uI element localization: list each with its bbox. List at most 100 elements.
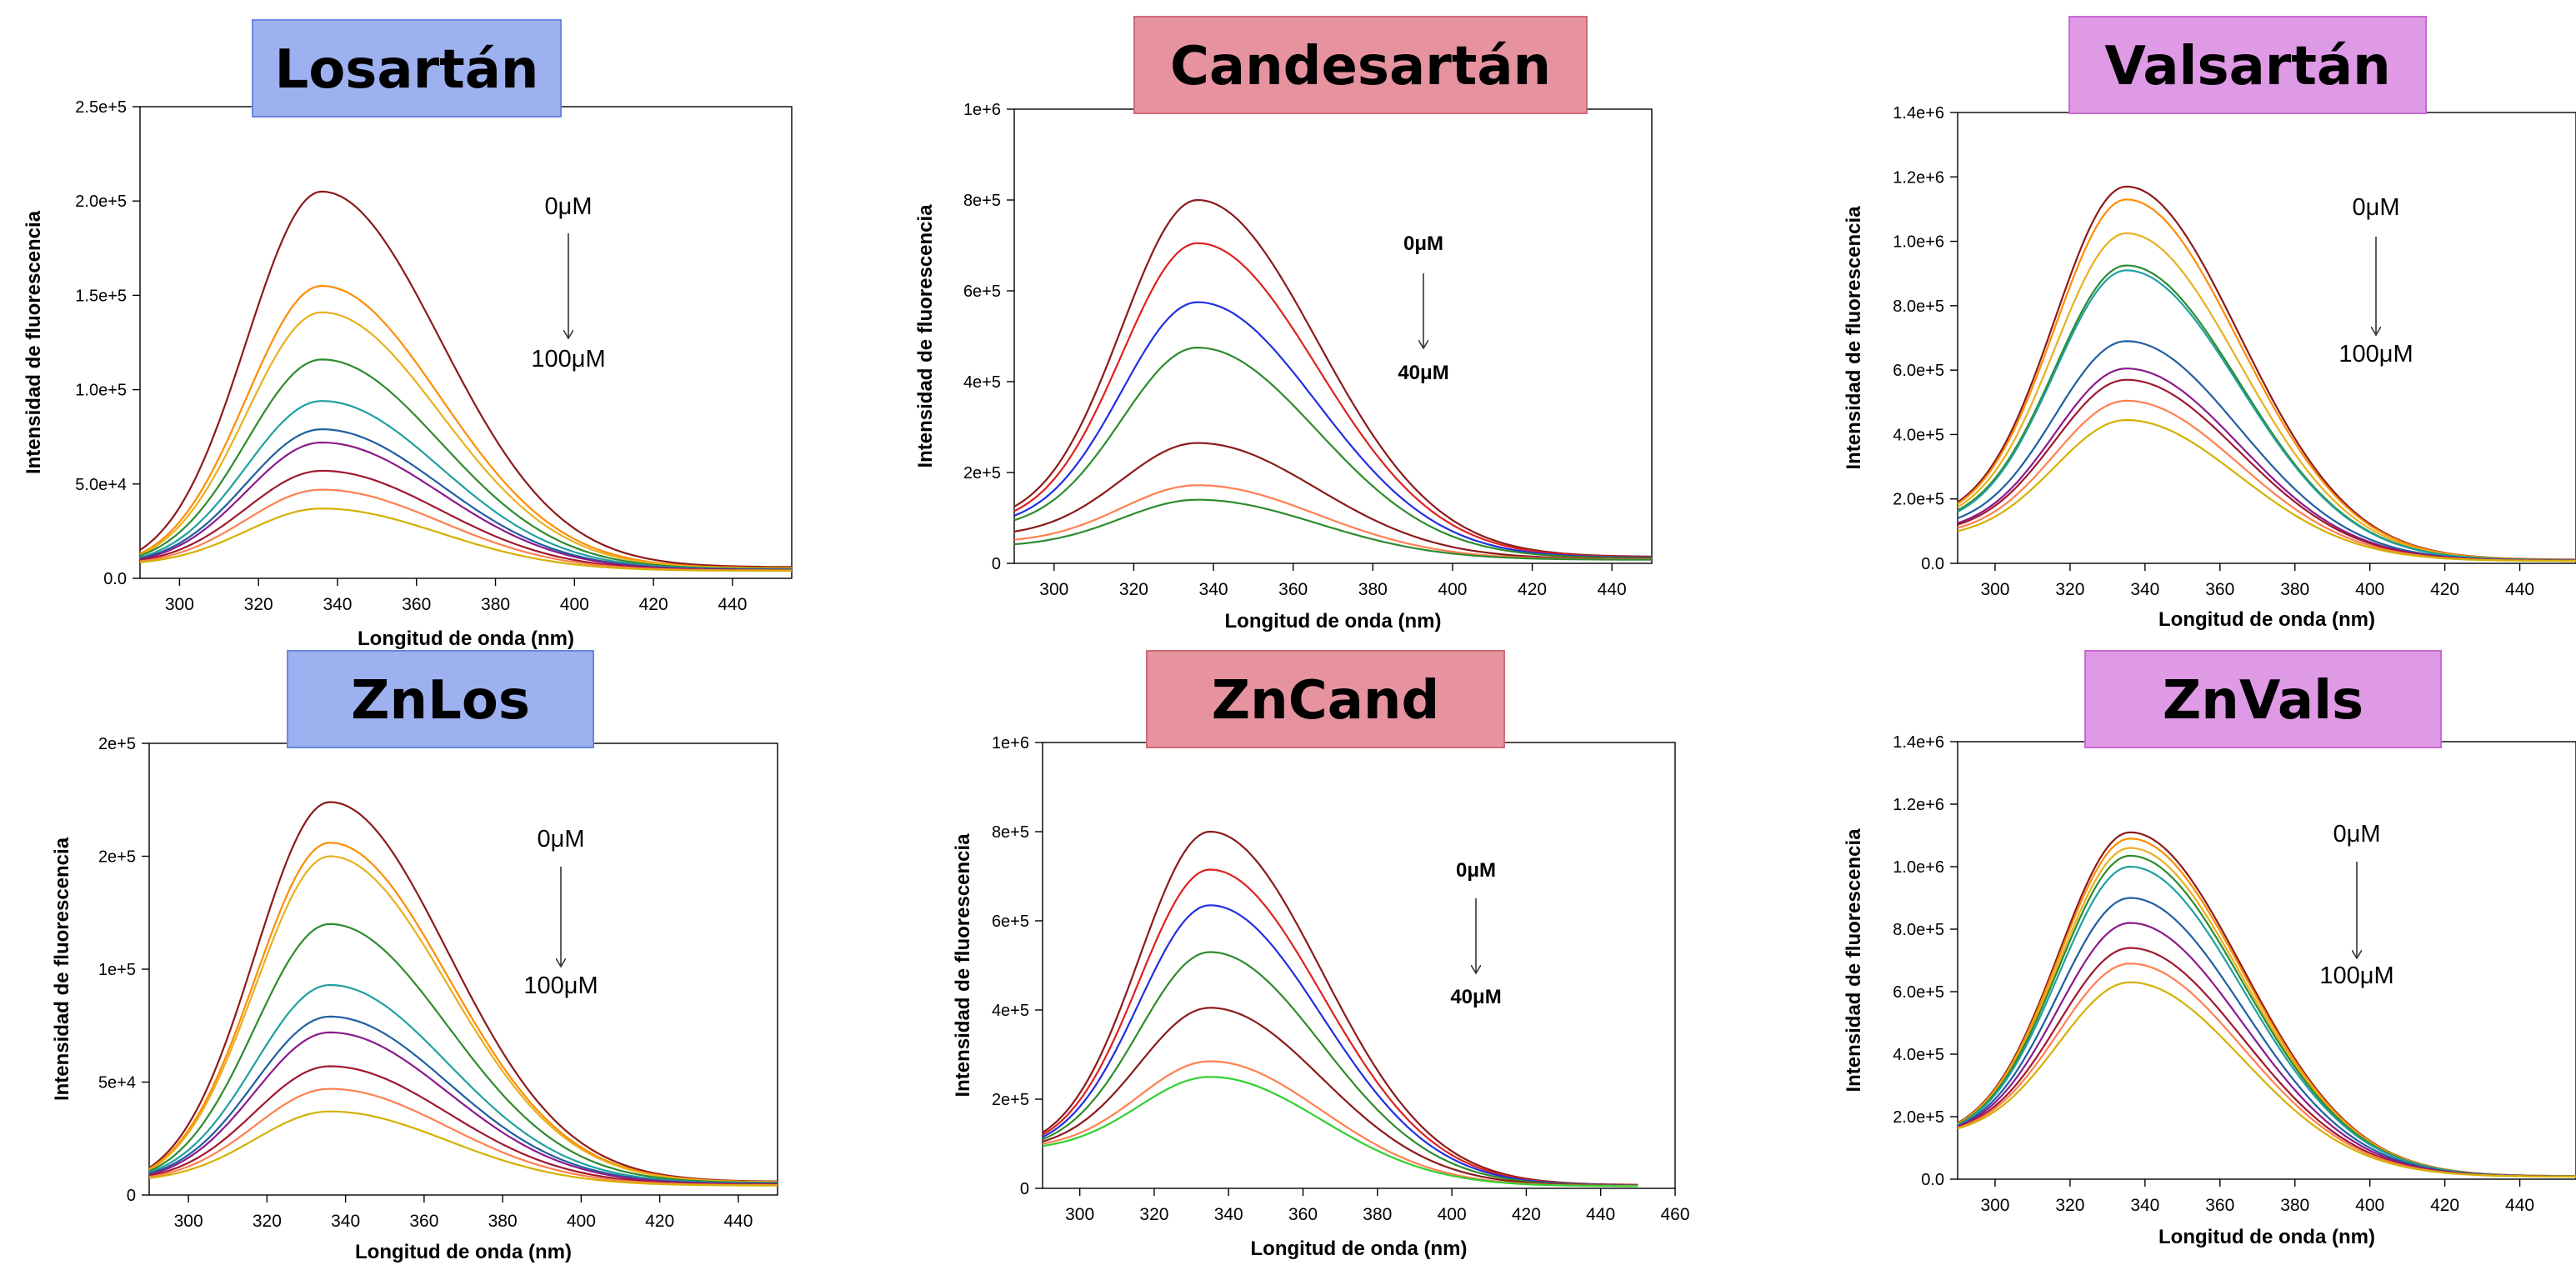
series-line-3 <box>139 311 792 570</box>
series-line-10 <box>139 508 792 572</box>
x-tick-label: 320 <box>1119 580 1148 599</box>
y-tick-label: 1.0e+5 <box>75 382 127 400</box>
series-line-7 <box>1957 922 2576 1178</box>
series-line-6 <box>1042 1060 1638 1188</box>
chart-title: Valsartán <box>2104 36 2390 98</box>
y-tick-label: 0 <box>992 555 1001 573</box>
x-tick-label: 440 <box>1598 580 1627 599</box>
chart-title-box <box>1133 16 1588 114</box>
chart-title-box <box>2068 16 2427 114</box>
annotation-end-label: 40μM <box>1450 986 1501 1008</box>
x-axis-label: Longitud de onda (nm) <box>2158 1226 2375 1248</box>
y-tick-label: 2e+5 <box>98 848 136 867</box>
x-tick-label: 300 <box>174 1212 203 1231</box>
series-line-7 <box>1042 1076 1638 1188</box>
y-tick-label: 2e+5 <box>98 735 136 753</box>
chart-panel-3: 300 320 340 360 380 400 420 440 0.0 2.0e+5 4.0e+5 6… <box>1843 16 2576 631</box>
y-axis-label: Intensidad de fluorescencia <box>914 204 937 468</box>
series-line-5 <box>1013 442 1652 560</box>
y-axis-label: Intensidad de fluorescencia <box>1843 828 1865 1092</box>
x-tick-label: 460 <box>1660 1205 1689 1224</box>
y-axis-label: Intensidad de fluorescencia <box>51 837 73 1101</box>
x-tick-label: 420 <box>645 1212 674 1231</box>
y-tick-label: 2.0e+5 <box>1893 491 1944 509</box>
x-tick-label: 420 <box>2430 1196 2459 1215</box>
x-tick-label: 420 <box>639 595 668 614</box>
plot-frame <box>1013 108 1653 564</box>
x-tick-label: 320 <box>1139 1205 1168 1224</box>
y-tick-label: 1e+5 <box>98 961 136 979</box>
y-tick-label: 0 <box>127 1187 136 1205</box>
series-line-2 <box>1013 242 1653 558</box>
y-tick-label: 5e+4 <box>98 1074 136 1092</box>
x-tick-label: 380 <box>488 1212 518 1231</box>
chart-title-box <box>252 19 562 118</box>
y-tick-label: 1.2e+6 <box>1893 168 1944 187</box>
series-line-1 <box>1957 185 2576 561</box>
chart-title: Candesartán <box>1170 36 1551 98</box>
y-tick-label: 0.0 <box>103 570 127 588</box>
chart-title-box <box>287 650 594 748</box>
y-tick-label: 1.0e+6 <box>1893 858 1944 877</box>
y-tick-label: 4.0e+5 <box>1893 1046 1944 1064</box>
plot-frame <box>1957 741 2576 1180</box>
x-tick-label: 360 <box>409 1212 438 1231</box>
x-tick-label: 340 <box>2130 580 2159 599</box>
series-line-5 <box>1957 269 2576 562</box>
series-line-10 <box>1957 418 2576 562</box>
y-tick-label: 1.4e+6 <box>1893 733 1944 752</box>
chart-title: Losartán <box>275 39 539 101</box>
series-line-1 <box>139 190 792 568</box>
series-line-10 <box>148 1110 778 1187</box>
x-axis-label: Longitud de onda (nm) <box>355 1241 572 1263</box>
series-line-4 <box>1957 264 2576 561</box>
annotation-start-label: 0μM <box>2333 821 2381 848</box>
annotation-end-label: 100μM <box>531 346 605 372</box>
y-axis-label: Intensidad de fluorescencia <box>1843 206 1865 470</box>
series-line-1 <box>148 801 778 1182</box>
series-line-2 <box>1042 868 1638 1187</box>
series-line-4 <box>139 358 792 570</box>
annotation-start-label: 0μM <box>538 826 585 852</box>
annotation-end-label: 100μM <box>523 972 598 999</box>
chart-title-box <box>1146 650 1505 748</box>
series-line-4 <box>148 922 778 1184</box>
x-tick-label: 340 <box>2130 1196 2159 1215</box>
x-tick-label: 440 <box>2505 1196 2534 1215</box>
y-tick-label: 4.0e+5 <box>1893 426 1944 444</box>
x-tick-label: 300 <box>165 595 194 614</box>
series-line-5 <box>148 983 778 1184</box>
y-tick-label: 2e+5 <box>992 1091 1029 1109</box>
series-line-10 <box>1957 981 2576 1178</box>
x-tick-label: 400 <box>1438 580 1467 599</box>
series-line-7 <box>1957 368 2576 562</box>
x-tick-label: 300 <box>1980 1196 2009 1215</box>
series-line-3 <box>1042 904 1638 1187</box>
x-tick-label: 400 <box>567 1212 596 1231</box>
x-tick-label: 360 <box>402 595 431 614</box>
x-tick-label: 440 <box>1586 1205 1615 1224</box>
y-axis-label: Intensidad de fluorescencia <box>23 210 45 474</box>
series-line-7 <box>148 1031 778 1186</box>
chart-panel-4: 300 320 340 360 380 400 420 440 0 5e+4 1e+5 2e+5 2e+… <box>51 650 778 1263</box>
x-axis-label: Longitud de onda (nm) <box>1251 1238 1468 1260</box>
x-tick-label: 380 <box>1363 1205 1392 1224</box>
y-tick-label: 8.0e+5 <box>1893 921 1944 939</box>
x-tick-label: 360 <box>1288 1205 1318 1224</box>
y-tick-label: 1.0e+6 <box>1893 233 1944 252</box>
series-line-5 <box>139 400 792 571</box>
x-tick-label: 440 <box>2505 580 2534 599</box>
x-tick-label: 400 <box>2355 580 2384 599</box>
plot-frame <box>139 106 793 579</box>
x-tick-label: 420 <box>1518 580 1547 599</box>
x-tick-label: 300 <box>1039 580 1068 599</box>
series-line-6 <box>148 1015 778 1185</box>
annotation-start-label: 0μM <box>1403 232 1443 255</box>
series-line-4 <box>1013 346 1653 559</box>
x-tick-label: 340 <box>323 595 352 614</box>
plot-frame <box>148 742 778 1196</box>
series-line-8 <box>148 1065 778 1186</box>
annotation-end-label: 100μM <box>2319 962 2393 989</box>
x-tick-label: 320 <box>253 1212 282 1231</box>
x-tick-label: 360 <box>1278 580 1308 599</box>
